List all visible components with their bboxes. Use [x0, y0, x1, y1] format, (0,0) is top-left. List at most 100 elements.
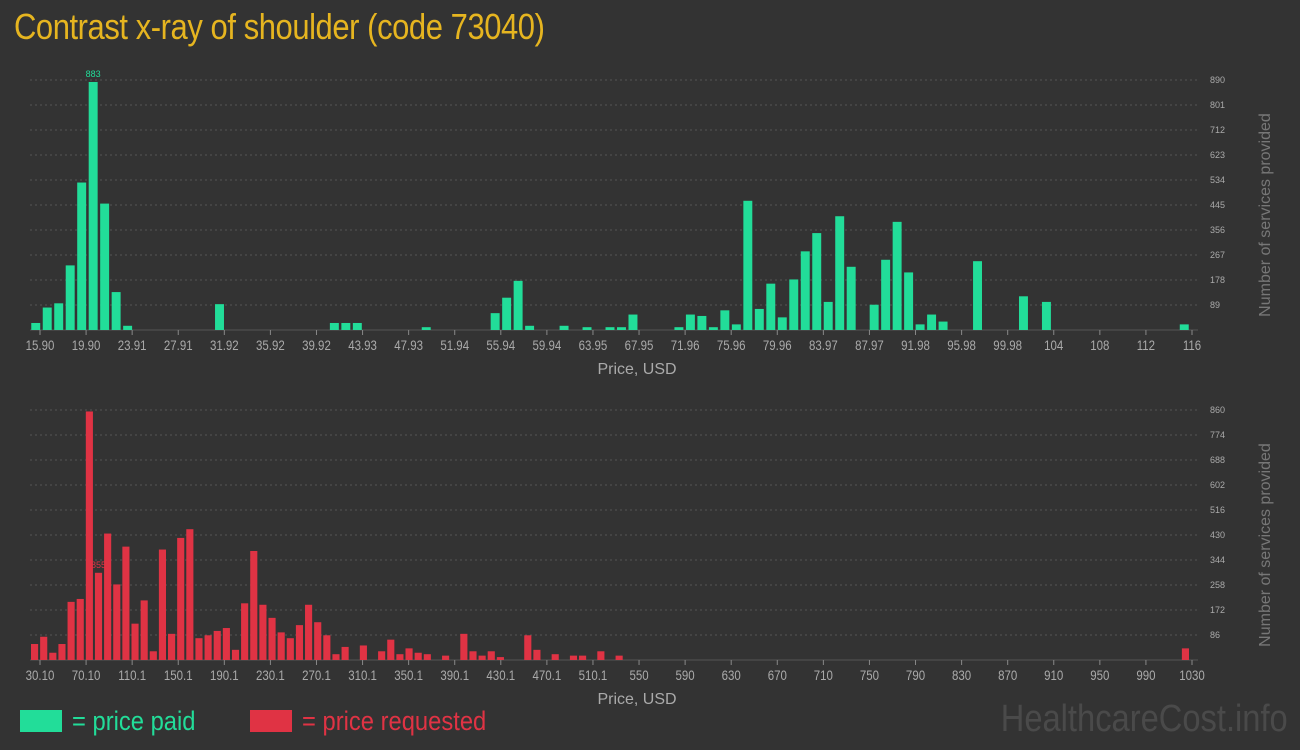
paid-bar	[835, 216, 845, 330]
paid-bar	[685, 314, 695, 330]
requested-bar	[597, 651, 605, 660]
requested-bar	[496, 657, 504, 660]
paid-bar	[65, 265, 75, 330]
requested-bar	[460, 633, 468, 660]
requested-yaxis-label: Number of services provided	[1257, 443, 1274, 647]
requested-xtick-label: 590	[676, 667, 695, 683]
requested-bar	[76, 598, 84, 660]
paid-xtick-label: 19.90	[72, 337, 101, 353]
requested-bar	[195, 638, 203, 660]
requested-xtick-label: 190.1	[210, 667, 239, 683]
paid-bar	[720, 310, 730, 330]
paid-ytick-label: 890	[1210, 75, 1225, 85]
requested-bar	[40, 636, 48, 660]
requested-bar	[1181, 648, 1189, 660]
requested-bar	[158, 549, 167, 660]
requested-bar	[551, 654, 559, 660]
requested-xtick-label: 870	[998, 667, 1017, 683]
paid-bar	[1018, 296, 1028, 330]
paid-ytick-label: 89	[1210, 300, 1220, 310]
requested-xtick-label: 790	[906, 667, 925, 683]
paid-xtick-label: 39.92	[302, 337, 331, 353]
requested-ytick-label: 430	[1210, 530, 1225, 540]
paid-bar	[111, 292, 121, 330]
requested-ytick-label: 86	[1210, 630, 1220, 640]
requested-bar	[295, 625, 304, 660]
requested-bar	[49, 652, 57, 660]
paid-yaxis-label: Number of services provided	[1257, 113, 1274, 317]
requested-bar	[113, 584, 121, 660]
requested-ytick-label: 688	[1210, 455, 1225, 465]
requested-bar	[241, 603, 249, 660]
paid-bar	[605, 327, 615, 330]
paid-bar	[973, 261, 983, 330]
paid-bar	[123, 325, 133, 330]
requested-bar	[305, 604, 313, 660]
requested-xtick-label: 310.1	[348, 667, 377, 683]
requested-ytick-label: 860	[1210, 405, 1225, 415]
paid-xtick-label: 83.97	[809, 337, 838, 353]
requested-xtick-label: 110.1	[118, 667, 146, 683]
requested-xaxis-label: Price, USD	[597, 691, 676, 708]
requested-bar	[122, 546, 130, 660]
paid-xtick-label: 47.93	[394, 337, 423, 353]
requested-xtick-label: 910	[1044, 667, 1063, 683]
requested-bar	[524, 635, 532, 660]
requested-xtick-label: 1030	[1179, 667, 1205, 683]
paid-xtick-label: 108	[1090, 337, 1109, 353]
requested-xtick-label: 550	[629, 667, 648, 683]
requested-bar	[140, 600, 148, 660]
paid-ytick-label: 178	[1210, 275, 1225, 285]
paid-bar	[329, 322, 339, 330]
paid-xtick-label: 51.94	[440, 337, 469, 353]
requested-bar	[259, 604, 267, 660]
paid-bar	[708, 327, 718, 330]
requested-bar	[94, 572, 103, 660]
paid-bar	[31, 322, 41, 330]
requested-bar	[222, 628, 230, 660]
requested-bar	[186, 529, 194, 660]
requested-bar	[405, 648, 413, 660]
paid-bar	[513, 280, 523, 330]
requested-bar	[314, 622, 322, 660]
requested-bar	[204, 635, 212, 660]
paid-bar	[582, 327, 592, 330]
paid-bar	[777, 317, 787, 330]
paid-bar	[1041, 301, 1051, 330]
requested-xtick-label: 270.1	[302, 667, 331, 683]
legend-requested-label: = price requested	[302, 705, 487, 736]
paid-bar	[54, 303, 64, 330]
requested-xtick-label: 430.1	[486, 667, 515, 683]
legend-paid-swatch	[20, 710, 62, 732]
paid-bar	[341, 322, 351, 330]
paid-bar	[869, 304, 879, 330]
paid-xtick-label: 59.94	[533, 337, 562, 353]
requested-bar	[378, 651, 386, 660]
requested-bar	[31, 644, 39, 660]
paid-ytick-label: 267	[1210, 250, 1225, 260]
requested-bar	[131, 623, 139, 660]
paid-bar	[915, 324, 925, 330]
requested-bar	[396, 654, 404, 660]
paid-xtick-label: 116	[1183, 337, 1201, 353]
requested-ytick-label: 344	[1210, 555, 1225, 565]
requested-xtick-label: 710	[814, 667, 833, 683]
paid-bar	[674, 327, 684, 330]
paid-xtick-label: 27.91	[164, 337, 193, 353]
requested-xtick-label: 510.1	[579, 667, 608, 683]
requested-bar	[469, 651, 477, 660]
requested-xtick-label: 670	[768, 667, 787, 683]
requested-ytick-label: 602	[1210, 480, 1225, 490]
requested-bar	[168, 633, 176, 660]
requested-bar	[341, 646, 349, 660]
requested-bar	[231, 649, 240, 660]
paid-bar	[1179, 324, 1189, 330]
requested-peak-label: 855	[91, 560, 106, 570]
paid-bar	[490, 313, 500, 330]
requested-bar	[213, 630, 221, 660]
requested-bar	[286, 638, 294, 660]
paid-bar	[559, 325, 569, 330]
paid-xtick-label: 112	[1137, 337, 1155, 353]
requested-bar	[423, 654, 431, 660]
requested-xtick-label: 150.1	[164, 667, 193, 683]
